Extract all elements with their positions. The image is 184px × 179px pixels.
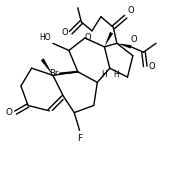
Polygon shape [41,58,53,75]
Text: HO: HO [40,33,51,42]
Text: H: H [101,70,107,79]
Text: Br: Br [49,69,58,78]
Polygon shape [105,32,113,47]
Text: O: O [84,33,91,42]
Text: O: O [61,28,68,37]
Text: O: O [128,6,134,15]
Text: H: H [113,70,119,79]
Polygon shape [117,43,132,49]
Text: O: O [130,35,137,44]
Text: O: O [149,62,155,71]
Text: O: O [6,108,13,117]
Text: F: F [77,134,82,143]
